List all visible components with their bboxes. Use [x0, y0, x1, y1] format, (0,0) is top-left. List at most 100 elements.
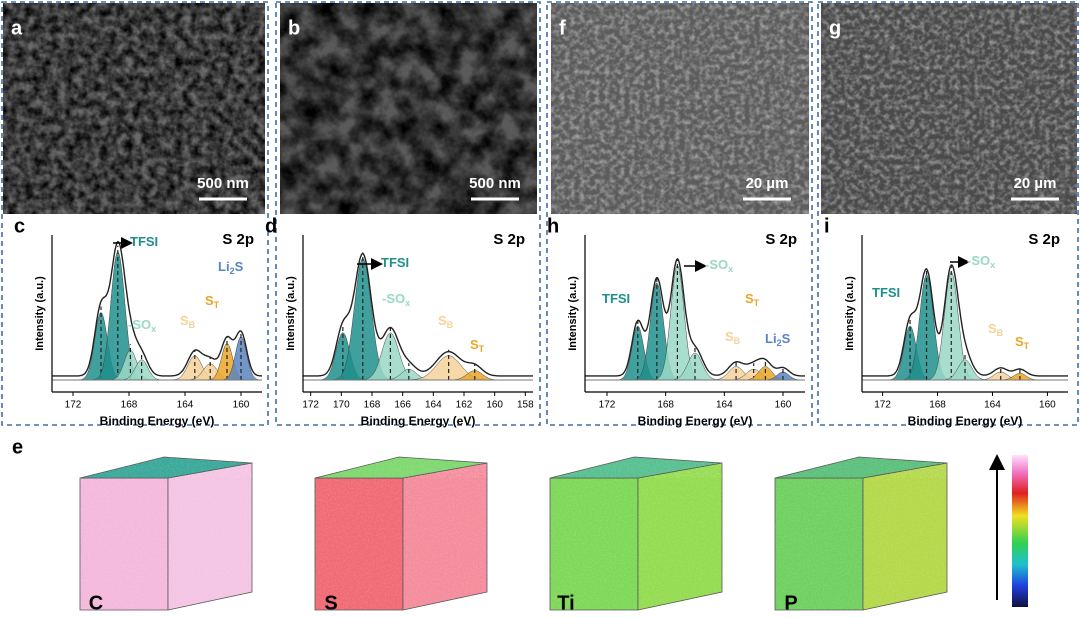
tof-cube-texture [863, 463, 947, 610]
annotation-text: S [470, 337, 479, 352]
tof-cube-texture [315, 457, 487, 478]
tof-cube-texture [550, 478, 638, 610]
annotation-text: Li [765, 331, 777, 346]
annotation-text: TFSI [130, 234, 158, 249]
panel-border [275, 1, 541, 426]
x-tick-label: 172 [599, 400, 616, 411]
annotation-text: S [725, 329, 734, 344]
peak-annotation: ST [1015, 334, 1030, 351]
peak-annotation: SB [725, 329, 741, 346]
peak-annotation: SB [438, 313, 454, 330]
tof-cube-texture [80, 457, 252, 478]
annotation-text: S [1015, 334, 1024, 349]
envelope [52, 241, 262, 377]
peak-annotation: TFSI [872, 285, 900, 300]
x-tick-label: 160 [775, 400, 792, 411]
x-tick-label: 158 [517, 400, 534, 411]
annotation-subscript: B [189, 320, 196, 330]
tof-cube-texture [168, 463, 252, 610]
x-tick-label: 172 [302, 400, 319, 411]
annotation-subscript: T [1024, 341, 1030, 351]
annotation-text: S [235, 259, 244, 274]
scale-bar-label: 500 nm [469, 175, 521, 192]
x-tick-label: 160 [1039, 400, 1056, 411]
peak-annotation: TFSI [602, 291, 630, 306]
annotation-text: S [205, 293, 214, 308]
x-tick-label: 164 [984, 400, 1001, 411]
panel-label: i [824, 215, 830, 237]
annotation-subscript: x [728, 264, 733, 274]
sem-texture [821, 3, 1077, 214]
annotation-text: -SO [705, 257, 728, 272]
annotation-subscript: T [479, 344, 485, 354]
panel-border [817, 1, 1079, 426]
x-axis-label: Binding Energy (eV) [100, 414, 215, 428]
panel-label: a [11, 17, 23, 39]
panel-label: g [829, 17, 841, 39]
y-axis-label: Intensity (a.u.) [567, 276, 579, 351]
x-tick-label: 170 [333, 400, 350, 411]
annotation-subscript: x [990, 260, 995, 270]
panel-title: S 2p [222, 231, 254, 248]
annotation-text: TFSI [602, 291, 630, 306]
peak-annotation: ST [470, 337, 485, 354]
x-axis-label: Binding Energy (eV) [361, 414, 476, 428]
panel-title: S 2p [493, 231, 525, 248]
panel-border [546, 1, 813, 426]
panel-label: f [559, 17, 566, 39]
x-tick-label: 172 [65, 400, 82, 411]
annotation-text: -SO [128, 317, 151, 332]
sem-texture [551, 3, 809, 214]
element-label: S [324, 592, 337, 614]
x-tick-label: 160 [233, 400, 250, 411]
scale-bar-label: 20 µm [1014, 175, 1057, 192]
annotation-subscript: T [214, 300, 220, 310]
x-tick-label: 168 [929, 400, 946, 411]
peak-annotation: -SOx [705, 257, 733, 274]
scale-bar-label: 20 µm [746, 175, 789, 192]
x-tick-label: 172 [874, 400, 891, 411]
annotation-text: Li [218, 259, 230, 274]
y-axis-label: Intensity (a.u.) [285, 276, 297, 351]
peak-annotation: -SOx [128, 317, 156, 334]
x-tick-label: 168 [364, 400, 381, 411]
peak-annotation: TFSI [130, 234, 158, 249]
tof-cube-texture [775, 478, 863, 610]
annotation-subscript: B [997, 328, 1004, 338]
annotation-text: S [988, 321, 997, 336]
tof-cube-texture [403, 463, 487, 610]
sem-texture [3, 3, 265, 214]
x-tick-label: 164 [177, 400, 194, 411]
panel-label: h [547, 215, 559, 237]
panel-label: e [12, 436, 23, 458]
annotation-text: TFSI [381, 255, 409, 270]
peak-annotation: TFSI [381, 255, 409, 270]
peak-annotation: SB [180, 313, 196, 330]
x-tick-label: 162 [456, 400, 473, 411]
tof-cube-texture [80, 478, 168, 610]
x-tick-label: 168 [657, 400, 674, 411]
peak-annotation: SB [988, 321, 1004, 338]
peak-annotation: Li2S [218, 259, 244, 276]
x-axis-label: Binding Energy (eV) [638, 414, 753, 428]
panel-title: S 2p [765, 231, 797, 248]
element-label: P [784, 592, 797, 614]
peak-annotation: -SOx [967, 253, 995, 270]
annotation-text: S [782, 331, 791, 346]
colorbar [1012, 455, 1028, 607]
tof-cube-texture [550, 457, 722, 478]
panel-borders [1, 1, 1079, 426]
x-tick-label: 168 [121, 400, 138, 411]
x-tick-label: 160 [486, 400, 503, 411]
x-tick-label: 164 [716, 400, 733, 411]
annotation-text: S [745, 291, 754, 306]
annotation-text: -SO [967, 253, 990, 268]
peak-annotation: ST [745, 291, 760, 308]
annotation-subscript: 2 [777, 338, 782, 348]
envelope [303, 252, 533, 377]
annotation-subscript: B [734, 336, 741, 346]
element-label: C [89, 592, 103, 614]
annotation-text: -SO [382, 291, 405, 306]
annotation-subscript: T [754, 298, 760, 308]
